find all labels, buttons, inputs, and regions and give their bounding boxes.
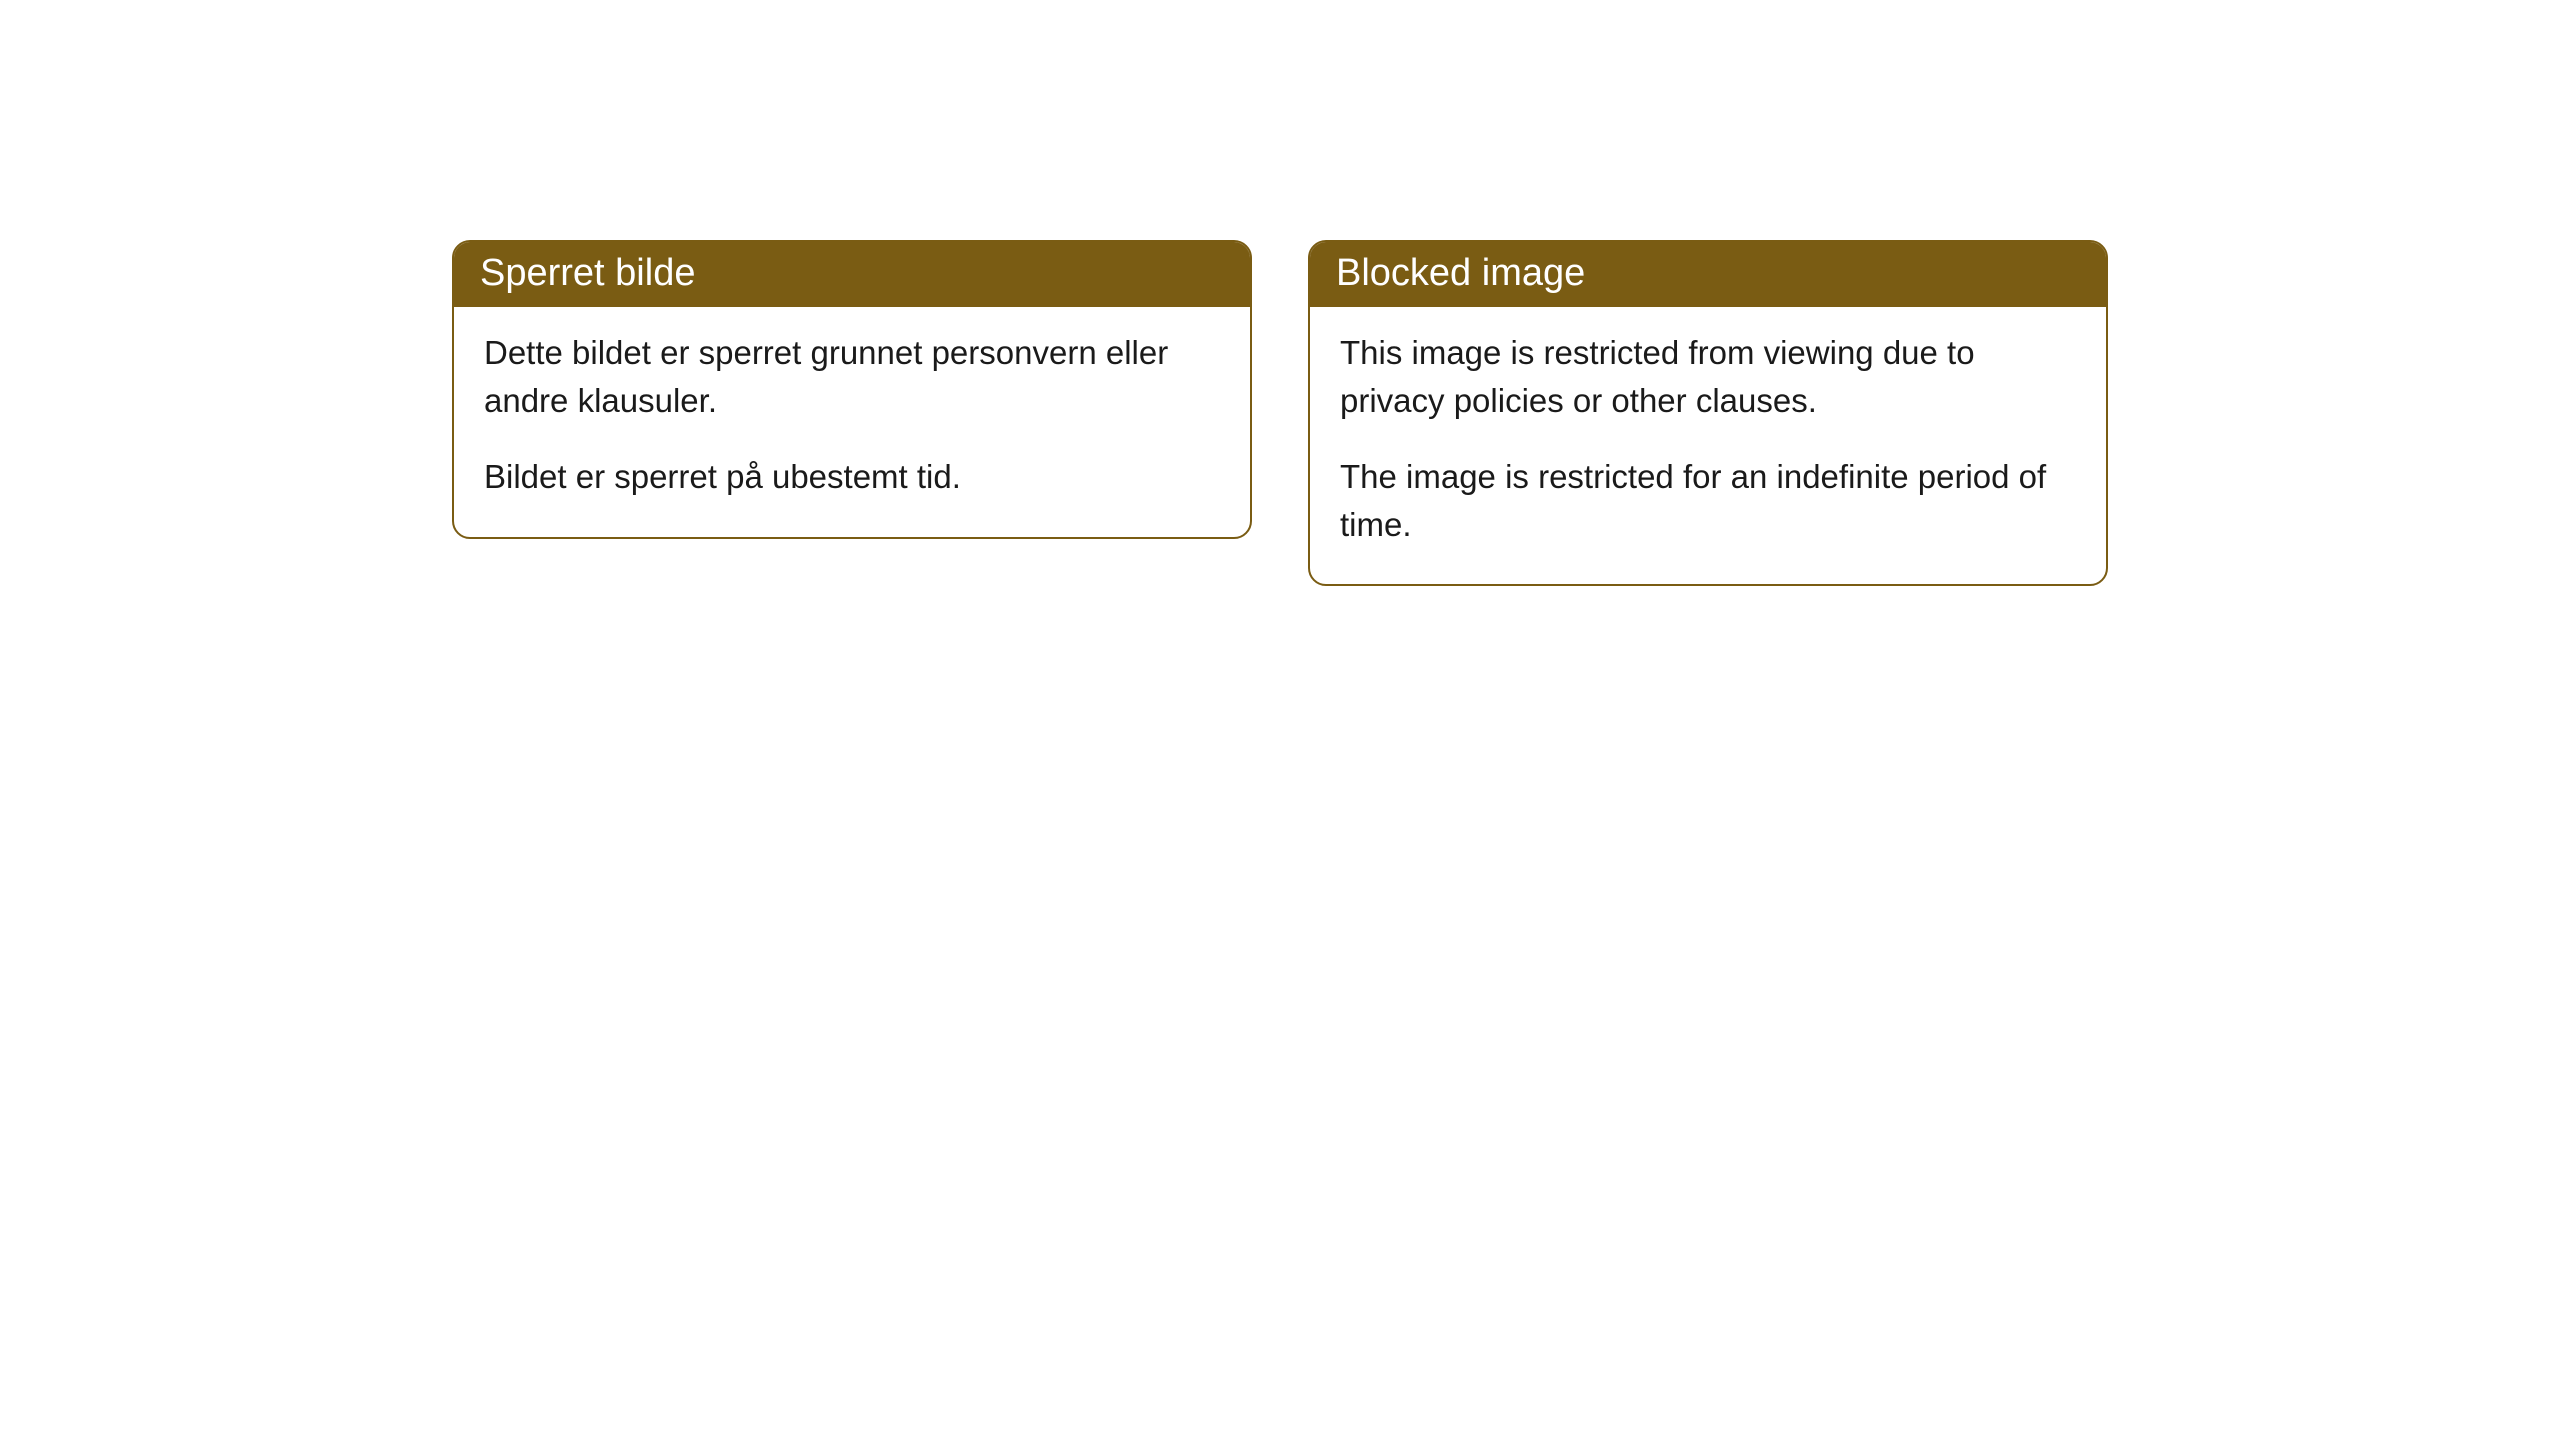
blocked-image-card-en: Blocked image This image is restricted f… bbox=[1308, 240, 2108, 586]
card-title: Blocked image bbox=[1336, 252, 1585, 294]
card-body: This image is restricted from viewing du… bbox=[1310, 307, 2106, 584]
card-header: Sperret bilde bbox=[454, 242, 1250, 307]
card-paragraph: The image is restricted for an indefinit… bbox=[1340, 453, 2076, 549]
card-paragraph: Bildet er sperret på ubestemt tid. bbox=[484, 453, 1220, 501]
card-title: Sperret bilde bbox=[480, 252, 695, 294]
blocked-image-card-no: Sperret bilde Dette bildet er sperret gr… bbox=[452, 240, 1252, 539]
card-header: Blocked image bbox=[1310, 242, 2106, 307]
card-paragraph: This image is restricted from viewing du… bbox=[1340, 329, 2076, 425]
card-body: Dette bildet er sperret grunnet personve… bbox=[454, 307, 1250, 537]
card-paragraph: Dette bildet er sperret grunnet personve… bbox=[484, 329, 1220, 425]
